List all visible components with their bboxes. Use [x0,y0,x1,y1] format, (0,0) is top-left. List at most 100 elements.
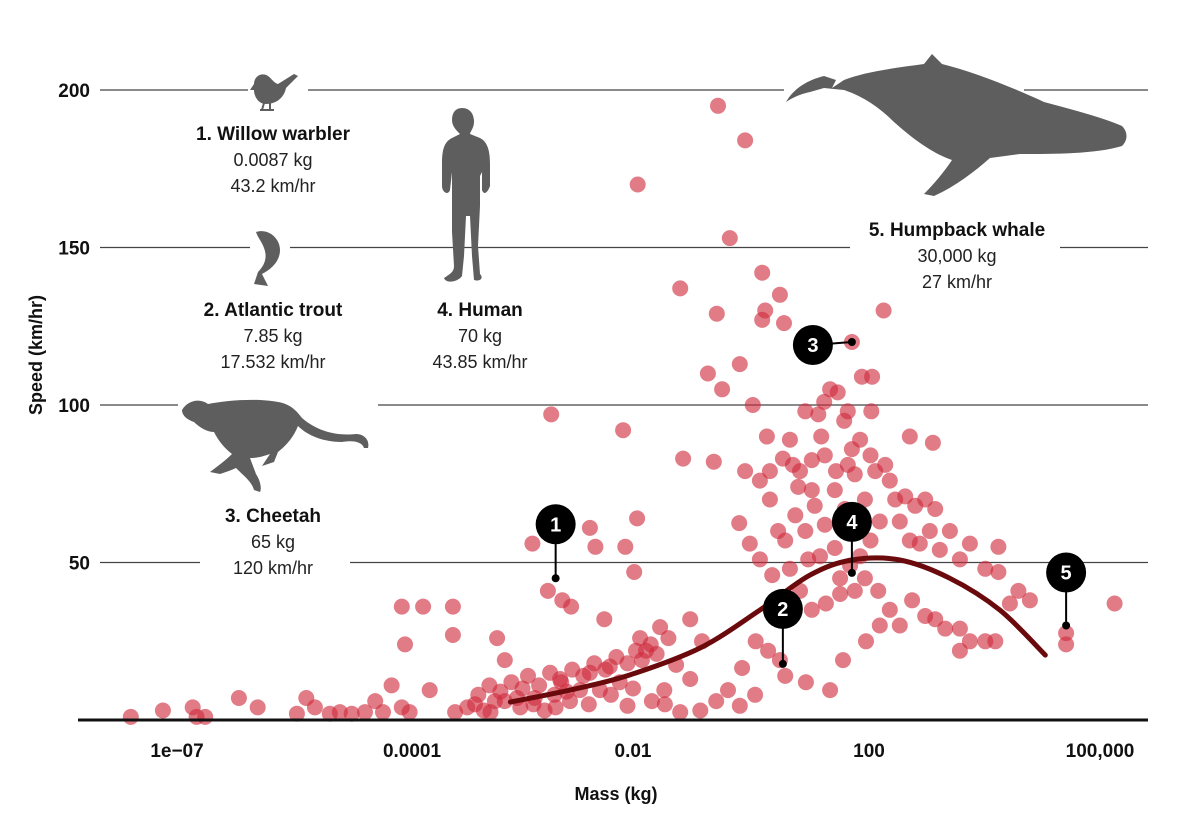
x-axis-ticks: 1e−07 0.0001 0.01 100 100,000 [150,741,1134,762]
data-point [951,620,968,637]
data-point [288,705,305,722]
marker-number: 5 [1061,563,1072,585]
annotation-mass: 70 kg [458,326,502,346]
data-point [625,680,641,697]
bird-icon [248,74,308,120]
annotation-title: 3. Cheetah [225,506,321,527]
data-point [705,453,722,470]
marker-willow-warbler: 1 [535,504,576,583]
data-point [747,686,764,703]
y-axis-title: Speed (km/hr) [26,295,46,415]
data-point [828,463,844,480]
data-point [547,699,564,716]
data-point [904,592,921,609]
data-point [832,570,849,587]
marker-cheetah: 3 [792,325,856,365]
data-point [871,617,888,634]
data-point [771,286,788,303]
annotation-speed: 17.532 km/hr [220,352,325,372]
data-point [520,667,536,684]
annotation-human: 4. Human 70 kg 43.85 km/hr [432,300,527,372]
data-point [575,667,592,684]
data-point [692,702,709,719]
data-point [617,538,634,555]
data-point [531,677,548,694]
data-point [761,491,778,508]
data-point [924,434,941,451]
marker-number: 1 [550,514,561,536]
data-point [734,660,751,676]
y-tick-label: 50 [69,554,90,575]
data-point [602,686,619,703]
annotation-title: 1. Willow warbler [196,124,351,145]
data-point [790,478,807,495]
data-point [843,441,860,458]
data-point [587,538,604,555]
data-point [961,633,978,650]
data-point [470,686,487,703]
data-point [891,617,908,634]
data-point [871,513,888,530]
data-point [672,704,689,721]
annotation-atlantic-trout: 2. Atlantic trout 7.85 kg 17.532 km/hr [204,300,343,372]
data-point [524,535,541,552]
marker-number: 2 [777,599,788,621]
data-point [122,708,139,725]
data-point [682,671,699,687]
data-point [881,601,898,618]
data-point [672,280,689,297]
y-tick-label: 100 [58,396,90,417]
data-point [754,264,771,281]
data-point [643,693,660,710]
annotation-title: 4. Human [437,300,523,321]
data-point [539,582,556,599]
data-point [921,523,938,539]
data-point [708,305,725,322]
data-point [731,697,748,714]
marker-target-dot [847,568,856,577]
data-point [797,403,814,420]
data-point [1010,582,1027,599]
data-point [357,704,373,721]
data-point [891,513,908,530]
data-point [803,482,820,499]
annotation-title: 2. Atlantic trout [204,300,343,321]
x-tick-label: 100,000 [1066,741,1135,762]
data-point [839,456,856,473]
whale-icon [784,54,1127,196]
x-tick-label: 0.0001 [383,741,442,762]
data-point [154,702,171,719]
data-point [383,677,400,694]
x-tick-label: 0.01 [615,741,652,762]
annotation-willow-warbler: 1. Willow warbler 0.0087 kg 43.2 km/hr [196,124,351,196]
data-point [951,551,968,568]
data-point [648,645,665,662]
marker-atlantic-trout: 2 [762,588,803,668]
x-axis-title: Mass (kg) [574,784,657,804]
marker-badge [1046,552,1087,593]
data-point [751,472,768,489]
data-point [444,598,461,615]
data-point [581,519,598,536]
data-point [927,501,944,517]
annotation-mass: 7.85 kg [243,326,302,346]
data-point [1001,595,1018,612]
data-point [816,393,833,410]
data-point [682,611,699,628]
data-point [652,619,669,636]
data-point [421,682,438,699]
y-tick-label: 150 [58,239,90,260]
data-point [917,491,934,508]
marker-badge [831,501,872,542]
annotation-markers: 1 2 3 4 5 [535,325,1087,668]
data-point [977,560,994,577]
marker-humpback-whale: 5 [1046,552,1087,630]
annotation-mass: 30,000 kg [917,246,996,266]
data-point [987,633,1004,650]
data-point [761,463,778,480]
trend-curve [507,555,1048,705]
x-tick-label: 100 [853,741,885,762]
data-point [737,132,754,149]
y-tick-label: 200 [58,81,90,102]
data-point [757,302,774,319]
